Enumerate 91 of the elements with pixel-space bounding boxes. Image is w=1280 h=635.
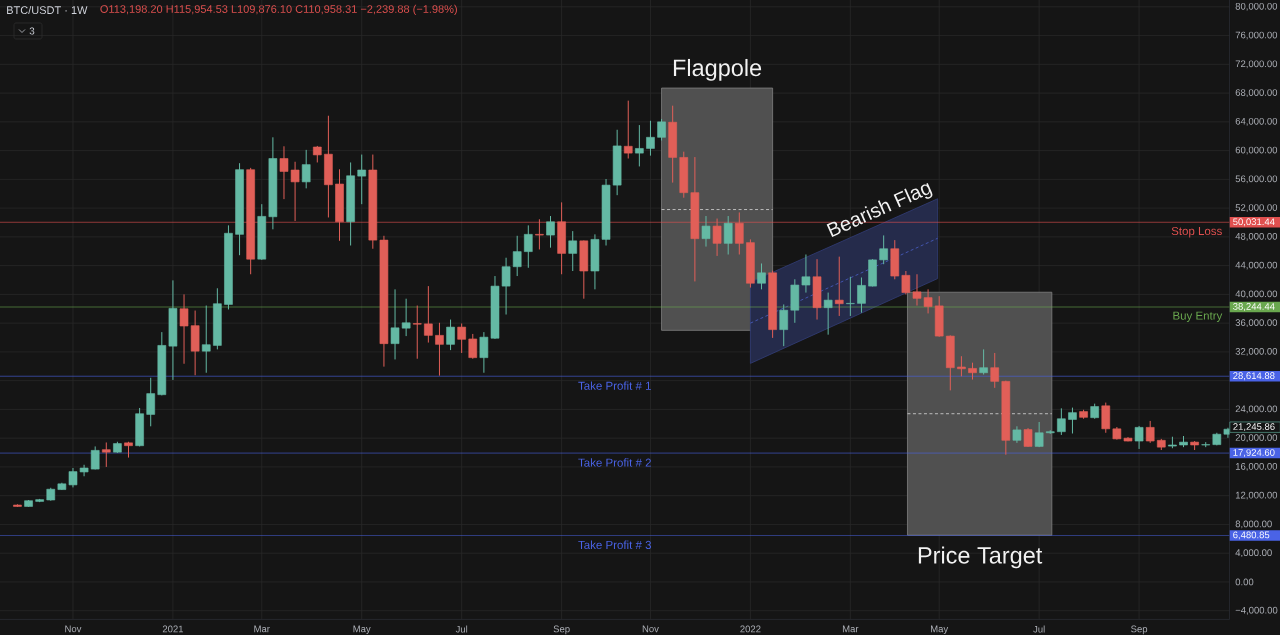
candlestick xyxy=(102,441,111,468)
x-tick-label: Jul xyxy=(1033,625,1045,633)
x-tick-label: Nov xyxy=(65,625,82,633)
y-tick-label: 4,000.00 xyxy=(1235,549,1272,558)
y-tick-label: 8,000.00 xyxy=(1235,520,1272,529)
candlestick xyxy=(446,319,455,351)
candlestick xyxy=(1134,425,1144,450)
y-tick-label: 80,000.00 xyxy=(1235,2,1278,11)
text: 6,480.85 xyxy=(1233,531,1270,540)
y-tick-label: 12,000.00 xyxy=(1235,491,1278,500)
y-tick-label: 56,000.00 xyxy=(1235,175,1278,184)
text: 28,614.88 xyxy=(1233,372,1275,381)
candlestick xyxy=(846,276,855,317)
candlestick xyxy=(201,305,211,374)
chart-title: BTC/USDT · 1W xyxy=(7,5,88,15)
candlestick xyxy=(90,445,100,470)
candlestick xyxy=(757,262,766,290)
x-tick-label: Sep xyxy=(553,625,570,635)
y-tick-label: 0.00 xyxy=(1235,578,1254,586)
candlestick xyxy=(701,215,711,248)
text: 50,031.44 xyxy=(1233,218,1275,227)
y-tick-label: 20,000.00 xyxy=(1235,434,1278,443)
y-tick-label: 72,000.00 xyxy=(1235,60,1278,69)
candlestick xyxy=(457,323,466,354)
candlestick xyxy=(1057,407,1066,436)
annotation: 3 xyxy=(29,27,35,35)
candlestick xyxy=(623,100,633,160)
candlestick xyxy=(801,253,811,294)
y-tick-label: 64,000.00 xyxy=(1235,117,1278,126)
x-tick-label: 2022 xyxy=(740,625,761,633)
candlestick xyxy=(779,303,789,347)
candlestick xyxy=(834,256,844,317)
candlestick xyxy=(712,218,722,257)
candlestick xyxy=(957,355,966,377)
y-tick-label: 48,000.00 xyxy=(1235,232,1278,241)
candlestick xyxy=(857,276,866,314)
x-tick-label: May xyxy=(353,625,371,635)
candlestick xyxy=(412,305,422,360)
candlestick xyxy=(735,211,744,255)
candlestick xyxy=(512,235,522,277)
text: 17,924.60 xyxy=(1233,449,1275,458)
ref-line-label: Take Profit # 3 xyxy=(578,540,651,549)
candlestick xyxy=(723,215,733,255)
y-tick-label: 76,000.00 xyxy=(1235,31,1278,40)
x-tick-label: Nov xyxy=(642,625,659,633)
ref-line-label: Buy Entry xyxy=(1173,311,1223,323)
y-tick-label: 32,000.00 xyxy=(1235,347,1278,356)
candlestick xyxy=(1145,420,1155,444)
candlestick xyxy=(823,292,833,336)
candlestick xyxy=(990,352,1000,389)
annotation: Flagpole xyxy=(673,58,762,81)
x-tick-label: 2021 xyxy=(162,625,184,633)
candlestick xyxy=(568,230,578,272)
y-tick-label: 40,000.00 xyxy=(1235,290,1278,299)
x-tick-label: Jul xyxy=(455,625,468,633)
candlestick xyxy=(646,120,655,157)
x-tick-label: Mar xyxy=(842,625,859,633)
x-tick-label: Sep xyxy=(1131,625,1148,635)
candlestick xyxy=(424,285,433,344)
candlestick xyxy=(301,149,311,189)
candlestick xyxy=(357,154,367,205)
y-tick-label: 52,000.00 xyxy=(1235,204,1278,213)
y-tick-label: 16,000.00 xyxy=(1235,462,1278,471)
candlestick xyxy=(979,348,988,376)
y-tick-label: 44,000.00 xyxy=(1235,261,1278,270)
candlestick xyxy=(1034,421,1044,448)
candlestick xyxy=(524,224,533,269)
candlestick xyxy=(635,124,644,167)
y-tick-label: −4,000.00 xyxy=(1235,606,1278,615)
candlestick xyxy=(546,215,555,249)
y-tick-label: 24,000.00 xyxy=(1235,405,1278,414)
candlestick xyxy=(1023,427,1033,448)
annotation: Price Target xyxy=(918,546,1043,569)
ref-line-label: Take Profit # 1 xyxy=(578,381,651,390)
ref-line-label: Stop Loss xyxy=(1171,226,1222,238)
candlestick xyxy=(468,333,478,360)
y-tick-label: 68,000.00 xyxy=(1235,89,1278,98)
x-tick-label: Mar xyxy=(254,625,270,633)
candlestick xyxy=(657,118,666,142)
ref-line-label: Take Profit # 2 xyxy=(578,458,651,467)
candlestick xyxy=(435,322,444,377)
text: 38,244.44 xyxy=(1233,303,1275,311)
candlestick xyxy=(1101,402,1111,434)
candlestick xyxy=(146,377,156,427)
x-tick-label: May xyxy=(931,625,949,635)
chart-subtitle: O113,198.20 H115,954.53 L109,876.10 C110,958.31 −2,239.88 (−1.98%) xyxy=(100,4,457,16)
y-tick-label: 36,000.00 xyxy=(1235,319,1278,328)
candlestick xyxy=(1068,407,1077,434)
y-tick-label: 60,000.00 xyxy=(1235,146,1278,155)
text: 21,245.86 xyxy=(1233,423,1275,432)
candlestick xyxy=(535,218,544,250)
